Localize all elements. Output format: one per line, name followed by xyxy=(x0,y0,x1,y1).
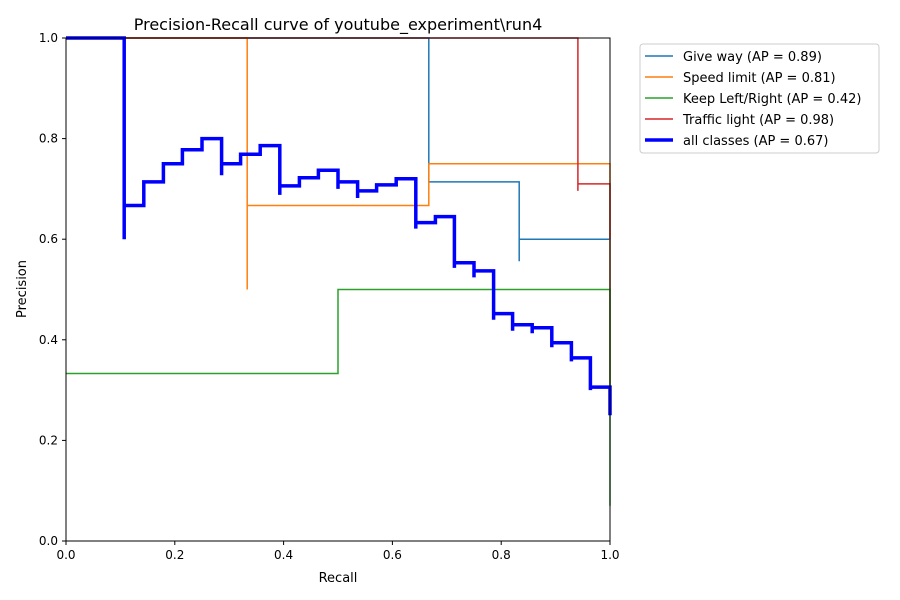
y-tick-label: 0.4 xyxy=(39,333,58,347)
series-line-3 xyxy=(66,37,611,240)
series-line-0 xyxy=(66,37,611,416)
legend-label-3: Traffic light (AP = 0.98) xyxy=(682,113,834,128)
x-axis-label: Recall xyxy=(319,571,358,586)
y-tick-label: 0.2 xyxy=(39,433,58,447)
y-tick-label: 0.6 xyxy=(39,232,58,246)
x-tick-label: 0.6 xyxy=(383,548,402,562)
legend-label-1: Speed limit (AP = 0.81) xyxy=(683,71,836,86)
y-tick-label: 0.8 xyxy=(39,132,58,146)
x-tick-label: 1.0 xyxy=(600,548,619,562)
y-axis-label: Precision xyxy=(15,260,30,318)
y-tick-label: 1.0 xyxy=(39,31,58,45)
x-tick-label: 0.0 xyxy=(56,548,75,562)
legend-items: Give way (AP = 0.89) Speed limit (AP = 0.… xyxy=(645,50,861,149)
series-line-2 xyxy=(66,288,611,506)
x-axis-ticks: 0.0 0.2 0.4 0.6 0.8 1.0 xyxy=(56,541,620,562)
x-tick-label: 0.8 xyxy=(492,548,511,562)
legend: Give way (AP = 0.89) Speed limit (AP = 0.… xyxy=(639,43,880,154)
plot-lines xyxy=(66,36,612,506)
series-line-4 xyxy=(66,36,612,416)
legend-label-4: all classes (AP = 0.67) xyxy=(683,134,828,149)
y-tick-label: 0.0 xyxy=(39,534,58,548)
legend-frame xyxy=(639,43,880,154)
x-tick-label: 0.4 xyxy=(274,548,293,562)
chart-title: Precision-Recall curve of youtube_experi… xyxy=(134,15,543,35)
plot-area-frame xyxy=(65,37,611,542)
legend-label-2: Keep Left/Right (AP = 0.42) xyxy=(683,92,861,107)
legend-label-0: Give way (AP = 0.89) xyxy=(683,50,822,65)
series-line-1 xyxy=(66,37,611,416)
x-tick-label: 0.2 xyxy=(165,548,184,562)
y-axis-ticks: 0.0 0.2 0.4 0.6 0.8 1.0 xyxy=(39,31,66,548)
